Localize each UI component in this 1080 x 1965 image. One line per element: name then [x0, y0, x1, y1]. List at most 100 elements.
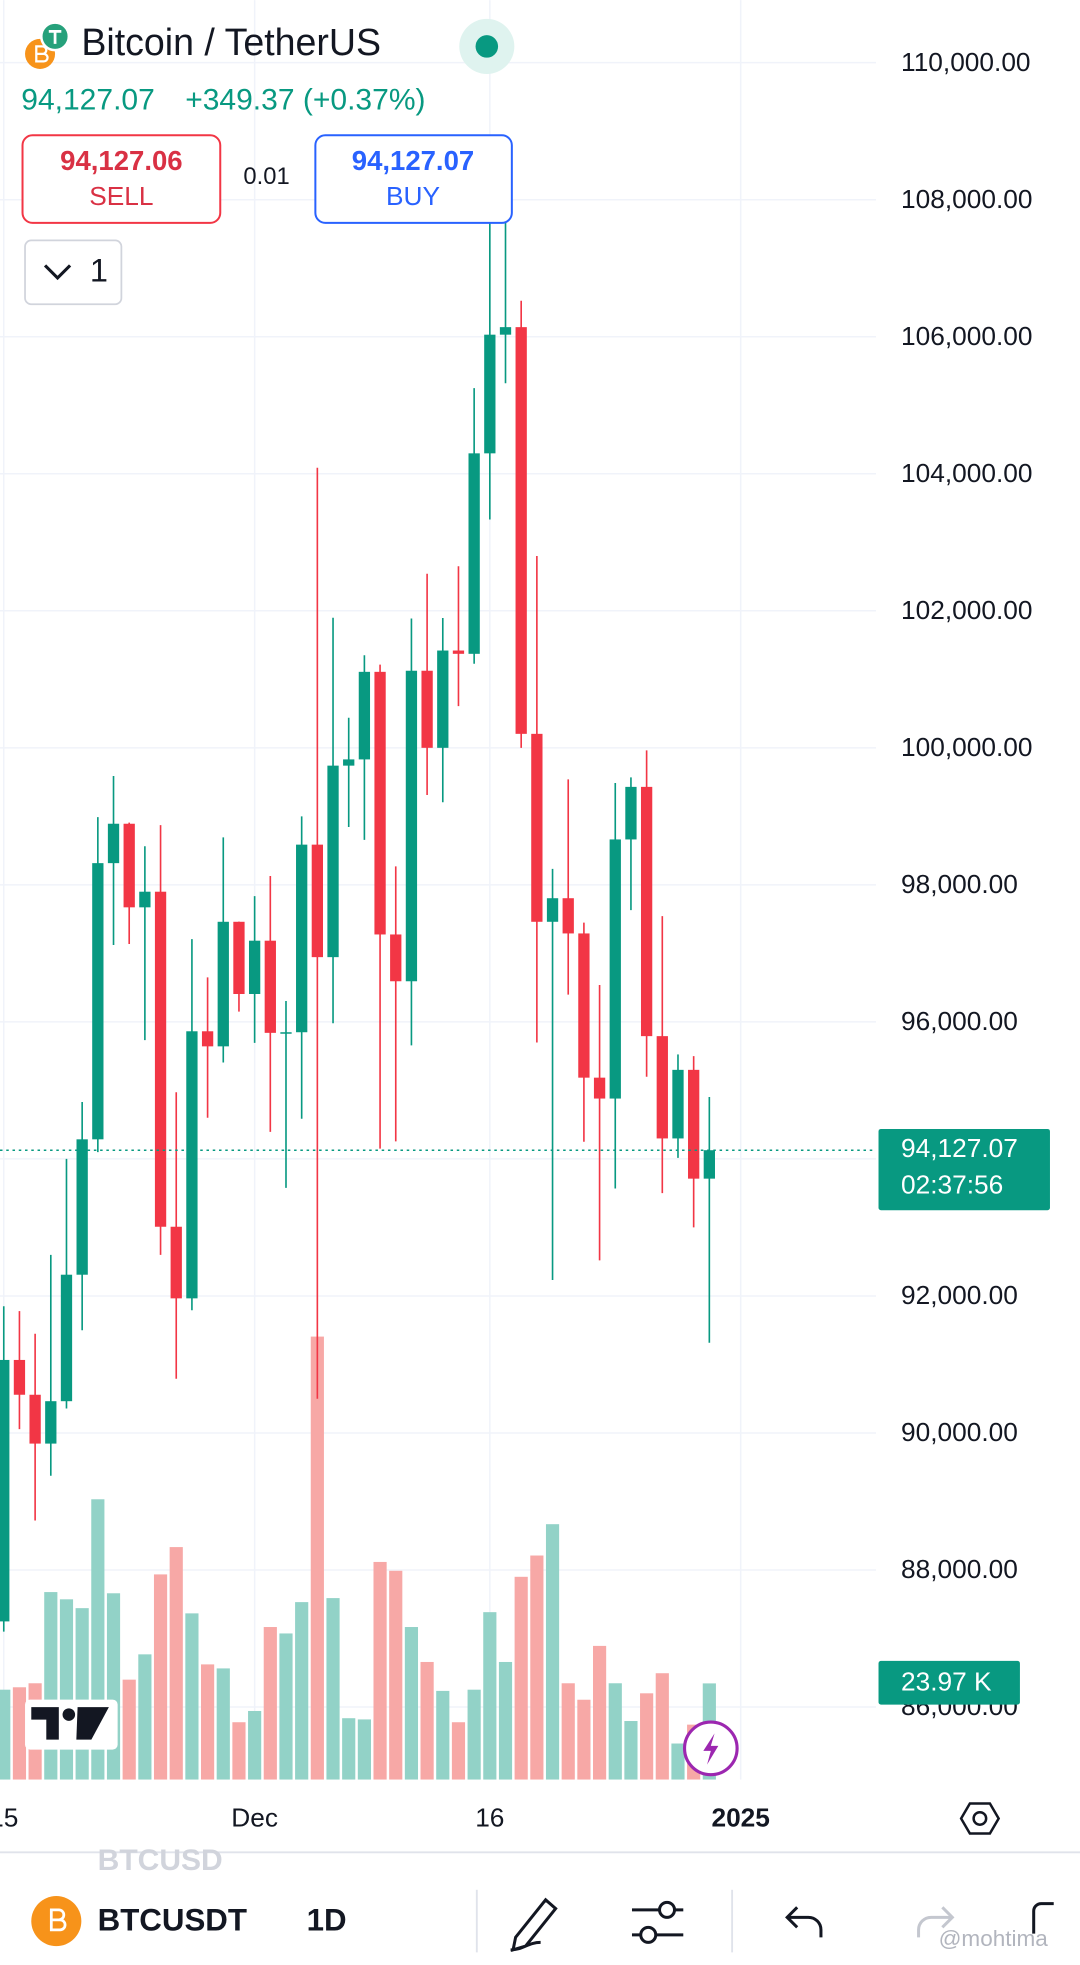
symbol-glyph	[49, 1908, 67, 1932]
candle-body	[76, 1139, 88, 1275]
market-status-dot	[475, 35, 499, 58]
volume-bar	[483, 1612, 497, 1780]
candle-body	[311, 844, 323, 958]
candle-body	[499, 327, 512, 335]
volume-bar	[655, 1673, 669, 1780]
volume-bar	[59, 1599, 74, 1780]
x-tick-label: 2025	[711, 1803, 769, 1833]
candle-body	[123, 823, 135, 908]
y-tick-label: 104,000.00	[901, 458, 1032, 488]
volume-bar	[326, 1598, 340, 1780]
volume-bar	[514, 1576, 528, 1780]
candle-body	[45, 1401, 57, 1444]
x-tick-label: Dec	[231, 1803, 278, 1833]
volume-bar	[640, 1693, 654, 1780]
dropdown-box	[24, 239, 123, 306]
last-price-label: 94,127.07	[901, 1133, 1018, 1163]
candle-body	[233, 921, 245, 995]
candle-body	[468, 453, 480, 654]
volume-bar	[545, 1524, 560, 1780]
volume-bar	[373, 1561, 387, 1780]
volume-bar	[404, 1627, 419, 1780]
toolbar-interval[interactable]: 1D	[307, 1903, 347, 1938]
candle-body	[186, 1031, 198, 1299]
settings-hexagon	[959, 1802, 1001, 1835]
y-tick-label: 98,000.00	[901, 869, 1018, 899]
volume-bar	[561, 1683, 575, 1780]
candle-body	[358, 671, 371, 760]
candle-body	[374, 671, 386, 935]
draw-icon[interactable]	[510, 1897, 558, 1953]
volume-bar	[122, 1679, 136, 1780]
candle-body	[327, 765, 339, 958]
candle-body	[531, 733, 543, 922]
candle-body	[248, 940, 261, 995]
volume-bar	[201, 1664, 215, 1780]
sell-price: 94,127.06	[60, 145, 182, 176]
last-price-box	[878, 1128, 1050, 1211]
candles	[0, 175, 715, 1632]
candle-body	[0, 1359, 10, 1622]
buy-box	[314, 134, 513, 224]
indicators-icon[interactable]	[631, 1900, 684, 1944]
countdown: 02:37:56	[901, 1169, 1003, 1199]
volume-bar	[295, 1602, 309, 1780]
toolbar-symbol[interactable]: BTCUSDT	[98, 1903, 247, 1938]
settings-button[interactable]	[959, 1802, 1001, 1835]
candle-body	[437, 650, 449, 748]
volume-bar	[0, 1689, 11, 1780]
volume-bar	[608, 1683, 622, 1780]
candle-body	[139, 891, 151, 908]
candle-body	[29, 1394, 41, 1444]
slider-knob	[639, 1925, 658, 1944]
candle-body	[107, 823, 120, 864]
candle-body	[280, 1032, 292, 1034]
candle-body	[625, 786, 637, 840]
candle-body	[452, 650, 465, 654]
candle-body	[343, 759, 355, 766]
y-tick-label: 102,000.00	[901, 595, 1032, 625]
header-change: +349.37 (+0.37%)	[185, 83, 425, 116]
volume-bar	[671, 1743, 685, 1780]
last-volume-box	[878, 1660, 1020, 1705]
candle-body	[546, 898, 559, 922]
undo-icon[interactable]	[785, 1906, 823, 1938]
fullscreen-icon[interactable]	[1032, 1902, 1054, 1934]
lightning-button[interactable]	[682, 1720, 739, 1777]
slider-knob	[658, 1900, 677, 1919]
quantity-dropdown[interactable]: 1	[24, 239, 123, 306]
header-price: 94,127.07	[21, 83, 155, 116]
buy-button[interactable]: 94,127.07 BUY	[314, 134, 513, 224]
y-tick-label: 106,000.00	[901, 321, 1032, 351]
candle-body	[217, 921, 229, 1047]
volume-bar	[44, 1592, 58, 1780]
volume-bar	[75, 1608, 89, 1780]
buy-label: BUY	[386, 181, 440, 211]
logo-part	[76, 1707, 109, 1740]
candle-body	[60, 1274, 73, 1402]
sell-button[interactable]: 94,127.06 SELL	[21, 134, 222, 224]
lightning-icon	[703, 1733, 719, 1765]
volume-bar	[248, 1710, 262, 1780]
candle-body	[201, 1031, 214, 1047]
x-tick-label: 16	[475, 1803, 504, 1833]
volume-bar	[467, 1689, 481, 1780]
symbol-title: Bitcoin / TetherUS	[81, 21, 381, 63]
candle-body	[390, 934, 402, 982]
y-tick-label: 90,000.00	[901, 1417, 1018, 1447]
candle-body	[688, 1069, 700, 1179]
tether-glyph	[48, 30, 62, 44]
tradingview-logo	[25, 1699, 118, 1750]
candle-body	[13, 1359, 26, 1395]
sell-label: SELL	[89, 181, 153, 211]
chevron-icon	[43, 264, 72, 281]
volume-bar	[310, 1336, 324, 1780]
redo-icon[interactable]	[917, 1906, 955, 1938]
settings-center	[972, 1810, 988, 1826]
volume-bar	[106, 1593, 121, 1780]
x-tick-label: 15	[0, 1803, 18, 1833]
bitcoin-glyph	[35, 45, 49, 63]
logo-dot	[62, 1708, 76, 1721]
candle-body	[154, 891, 167, 1227]
